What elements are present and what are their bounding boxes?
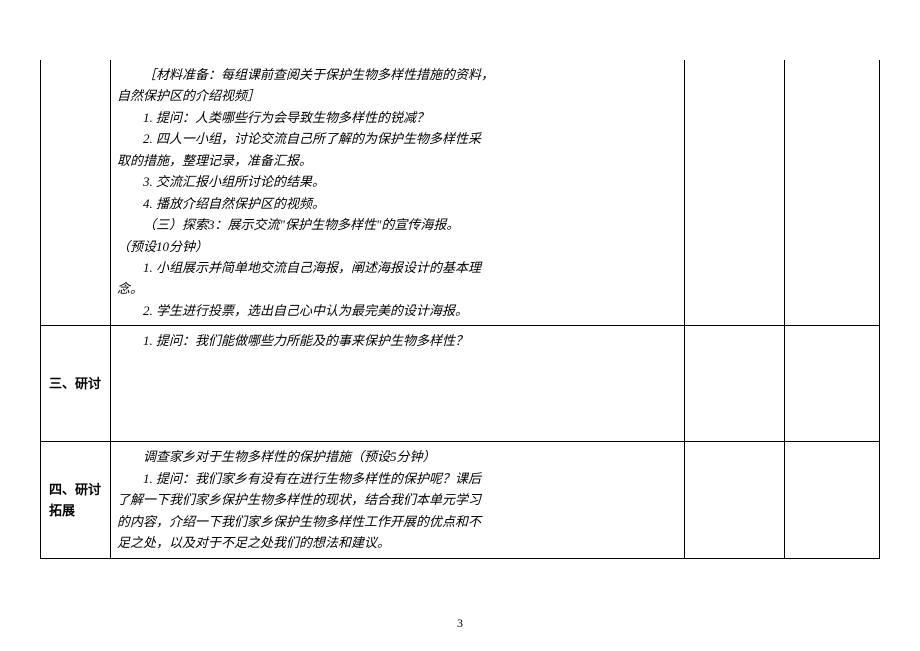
content-line: 1. 提问：我们能做哪些力所能及的事来保护生物多样性？	[117, 330, 678, 351]
content-line: 2. 四人一小组，讨论交流自己所了解的为保护生物多样性采	[117, 128, 678, 149]
table-row: 四、研讨拓展 调查家乡对于生物多样性的保护措施（预设5分钟）1. 提问：我们家乡…	[41, 442, 880, 558]
content-block-2: 调查家乡对于生物多样性的保护措施（预设5分钟）1. 提问：我们家乡有没有在进行生…	[117, 446, 678, 553]
row-label: 四、研讨拓展	[49, 482, 101, 518]
table-row: 三、研讨 1. 提问：我们能做哪些力所能及的事来保护生物多样性？	[41, 326, 880, 442]
row-content-cell: 1. 提问：我们能做哪些力所能及的事来保护生物多样性？	[111, 326, 685, 442]
row-label-cell: 三、研讨	[41, 326, 111, 442]
content-line: （预设10分钟）	[117, 236, 678, 257]
content-line	[117, 373, 678, 394]
content-line: 自然保护区的介绍视频］	[117, 85, 678, 106]
content-line: 3. 交流汇报小组所讨论的结果。	[117, 171, 678, 192]
table-row: ［材料准备：每组课前查阅关于保护生物多样性措施的资料，自然保护区的介绍视频］1.…	[41, 60, 880, 326]
content-line: 1. 提问：我们家乡有没有在进行生物多样性的保护呢？课后	[117, 468, 678, 489]
content-line: 了解一下我们家乡保护生物多样性的现状，结合我们本单元学习	[117, 489, 678, 510]
content-line: 2. 学生进行投票，选出自己心中认为最完美的设计海报。	[117, 300, 678, 321]
content-line: 念。	[117, 278, 678, 299]
page-container: ［材料准备：每组课前查阅关于保护生物多样性措施的资料，自然保护区的介绍视频］1.…	[0, 0, 920, 559]
row-col4-cell	[785, 326, 880, 442]
row-label: 三、研讨	[49, 376, 101, 391]
lesson-plan-table: ［材料准备：每组课前查阅关于保护生物多样性措施的资料，自然保护区的介绍视频］1.…	[40, 60, 880, 559]
row-content-cell: 调查家乡对于生物多样性的保护措施（预设5分钟）1. 提问：我们家乡有没有在进行生…	[111, 442, 685, 558]
content-line: 1. 提问：人类哪些行为会导致生物多样性的锐减？	[117, 107, 678, 128]
content-line: ［材料准备：每组课前查阅关于保护生物多样性措施的资料，	[117, 64, 678, 85]
content-block-0: ［材料准备：每组课前查阅关于保护生物多样性措施的资料，自然保护区的介绍视频］1.…	[117, 64, 678, 321]
content-line: 的内容，介绍一下我们家乡保护生物多样性工作开展的优点和不	[117, 511, 678, 532]
row-label-cell	[41, 60, 111, 326]
page-number: 3	[0, 616, 920, 631]
row-col4-cell	[785, 60, 880, 326]
row-content-cell: ［材料准备：每组课前查阅关于保护生物多样性措施的资料，自然保护区的介绍视频］1.…	[111, 60, 685, 326]
content-line: （三）探索3：展示交流"保护生物多样性"的宣传海报。	[117, 214, 678, 235]
row-col3-cell	[685, 60, 785, 326]
content-line: 4. 播放介绍自然保护区的视频。	[117, 193, 678, 214]
row-label-cell: 四、研讨拓展	[41, 442, 111, 558]
content-line: 足之处，以及对于不足之处我们的想法和建议。	[117, 532, 678, 553]
row-col3-cell	[685, 442, 785, 558]
content-line	[117, 416, 678, 437]
content-line	[117, 395, 678, 416]
content-line: 调查家乡对于生物多样性的保护措施（预设5分钟）	[117, 446, 678, 467]
row-col3-cell	[685, 326, 785, 442]
content-block-1: 1. 提问：我们能做哪些力所能及的事来保护生物多样性？	[117, 330, 678, 437]
row-col4-cell	[785, 442, 880, 558]
content-line: 1. 小组展示并简单地交流自己海报，阐述海报设计的基本理	[117, 257, 678, 278]
content-line: 取的措施，整理记录，准备汇报。	[117, 150, 678, 171]
content-line	[117, 352, 678, 373]
